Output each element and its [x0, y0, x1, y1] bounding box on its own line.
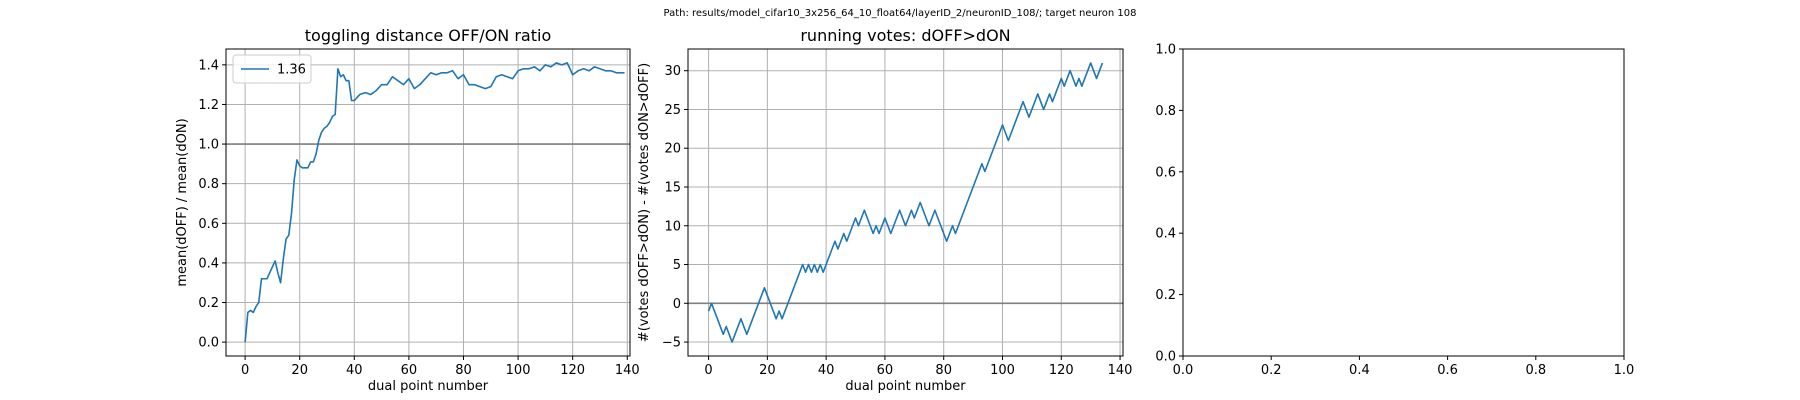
y-tick-label: 30 — [664, 64, 681, 79]
panel-empty: 0.0 0.2 0.4 0.6 0.8 1.0 0.0 0.2 0.4 0.6 0.8 1.0 — [1155, 43, 1634, 379]
x-tick-label: 60 — [877, 363, 894, 378]
x-tick-label: 100 — [990, 363, 1015, 378]
x-tick-label: 40 — [346, 363, 363, 378]
y-axis-label: #(votes dOFF>dON) - #(votes dON>dOFF) — [637, 63, 652, 342]
y-tick-label: 1.0 — [1155, 43, 1176, 58]
x-tick-label: 140 — [1108, 363, 1133, 378]
x-tick-label: 0.6 — [1437, 363, 1458, 378]
y-tick-label: −5 — [662, 336, 681, 351]
y-tick-label: 0.8 — [1155, 104, 1176, 119]
axes-frame — [225, 48, 631, 357]
y-tick-label: 1.2 — [198, 98, 219, 113]
x-axis-label: dual point number — [845, 379, 966, 394]
series-line — [707, 62, 1104, 343]
x-tick-label: 0.0 — [1173, 363, 1194, 378]
y-tick-label: 25 — [664, 103, 681, 118]
x-tick-label: 1.0 — [1614, 363, 1635, 378]
x-axis-label: dual point number — [368, 379, 489, 394]
legend-entry: 1.36 — [277, 63, 306, 78]
y-tick-label: 0.4 — [198, 256, 219, 271]
series-line — [244, 62, 625, 343]
y-tick-label: 0.6 — [198, 217, 219, 232]
x-tick-label: 20 — [291, 363, 308, 378]
chart-title: running votes: dOFF>dON — [800, 26, 1010, 45]
x-tick-label: 0.4 — [1349, 363, 1370, 378]
x-tick-label: 60 — [401, 363, 418, 378]
x-tick-label: 80 — [455, 363, 472, 378]
x-tick-label: 40 — [818, 363, 835, 378]
y-tick-label: 0.6 — [1155, 165, 1176, 180]
x-tick-label: 80 — [935, 363, 952, 378]
x-tick-label: 140 — [615, 363, 640, 378]
y-tick-label: 0.8 — [198, 177, 219, 192]
axes-frame — [1182, 48, 1625, 357]
x-tick-label: 20 — [759, 363, 776, 378]
chart-title: toggling distance OFF/ON ratio — [305, 26, 551, 45]
x-tick-label: 0.8 — [1525, 363, 1546, 378]
y-axis-label: mean(dOFF) / mean(dON) — [175, 118, 190, 286]
y-tick-label: 0.0 — [1155, 350, 1176, 365]
legend-box — [232, 54, 312, 84]
y-tick-label: 5 — [673, 258, 681, 273]
figure-suptitle: Path: results/model_cifar10_3x256_64_10_… — [664, 8, 1137, 19]
y-tick-label: 0.2 — [1155, 288, 1176, 303]
y-tick-label: 0.4 — [1155, 227, 1176, 242]
y-tick-label: 0.2 — [198, 296, 219, 311]
y-tick-label: 10 — [664, 219, 681, 234]
panel-toggling-ratio: 0 20 40 60 80 100 120 140 0.0 0.2 0.4 0.6 0.8 1.0 1.2 1… — [175, 26, 640, 394]
axes-frame — [687, 48, 1124, 357]
y-tick-label: 20 — [664, 142, 681, 157]
x-tick-label: 0 — [241, 363, 249, 378]
y-tick-label: 15 — [664, 180, 681, 195]
y-tick-label: 1.4 — [198, 58, 219, 73]
x-tick-label: 0 — [704, 363, 712, 378]
x-tick-label: 0.2 — [1261, 363, 1282, 378]
x-tick-label: 120 — [1049, 363, 1074, 378]
x-tick-label: 100 — [506, 363, 531, 378]
x-tick-label: 120 — [560, 363, 585, 378]
y-tick-label: 1.0 — [198, 138, 219, 153]
y-tick-label: 0.0 — [198, 336, 219, 351]
panel-running-votes: 0 20 40 60 80 100 120 140 −5 0 5 10 15 20 25 30 running … — [637, 26, 1132, 394]
y-tick-label: 0 — [673, 297, 681, 312]
